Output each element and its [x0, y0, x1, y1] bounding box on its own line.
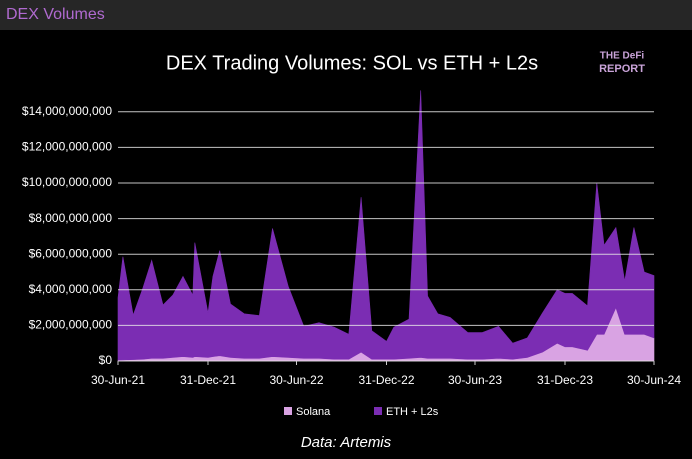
header-bar — [0, 0, 692, 30]
x-tick-label: 31-Dec-21 — [180, 373, 236, 387]
legend-label: Solana — [296, 406, 331, 418]
x-tick-label: 31-Dec-23 — [537, 373, 593, 387]
logo-line: THE DeFi — [600, 51, 645, 62]
y-tick-label: $2,000,000,000 — [29, 318, 113, 332]
x-tick-label: 30-Jun-23 — [448, 373, 502, 387]
y-tick-label: $4,000,000,000 — [29, 282, 113, 296]
x-tick-label: 30-Jun-24 — [627, 373, 681, 387]
y-tick-label: $0 — [99, 353, 113, 367]
legend-label: ETH + L2s — [386, 406, 439, 418]
y-tick-label: $6,000,000,000 — [29, 246, 113, 260]
x-tick-label: 30-Jun-22 — [269, 373, 323, 387]
source: Data: Artemis — [301, 434, 392, 451]
x-tick-label: 30-Jun-21 — [91, 373, 145, 387]
page-header: DEX Volumes — [6, 6, 105, 23]
y-tick-label: $8,000,000,000 — [29, 211, 113, 225]
y-tick-label: $10,000,000,000 — [22, 175, 112, 189]
y-tick-label: $14,000,000,000 — [22, 104, 112, 118]
logo-line: REPORT — [599, 63, 645, 75]
y-tick-label: $12,000,000,000 — [22, 140, 112, 154]
legend-swatch — [284, 407, 292, 415]
chart-title: DEX Trading Volumes: SOL vs ETH + L2s — [166, 52, 538, 74]
legend-swatch — [374, 407, 382, 415]
area — [117, 90, 655, 361]
x-tick-label: 31-Dec-22 — [358, 373, 414, 387]
